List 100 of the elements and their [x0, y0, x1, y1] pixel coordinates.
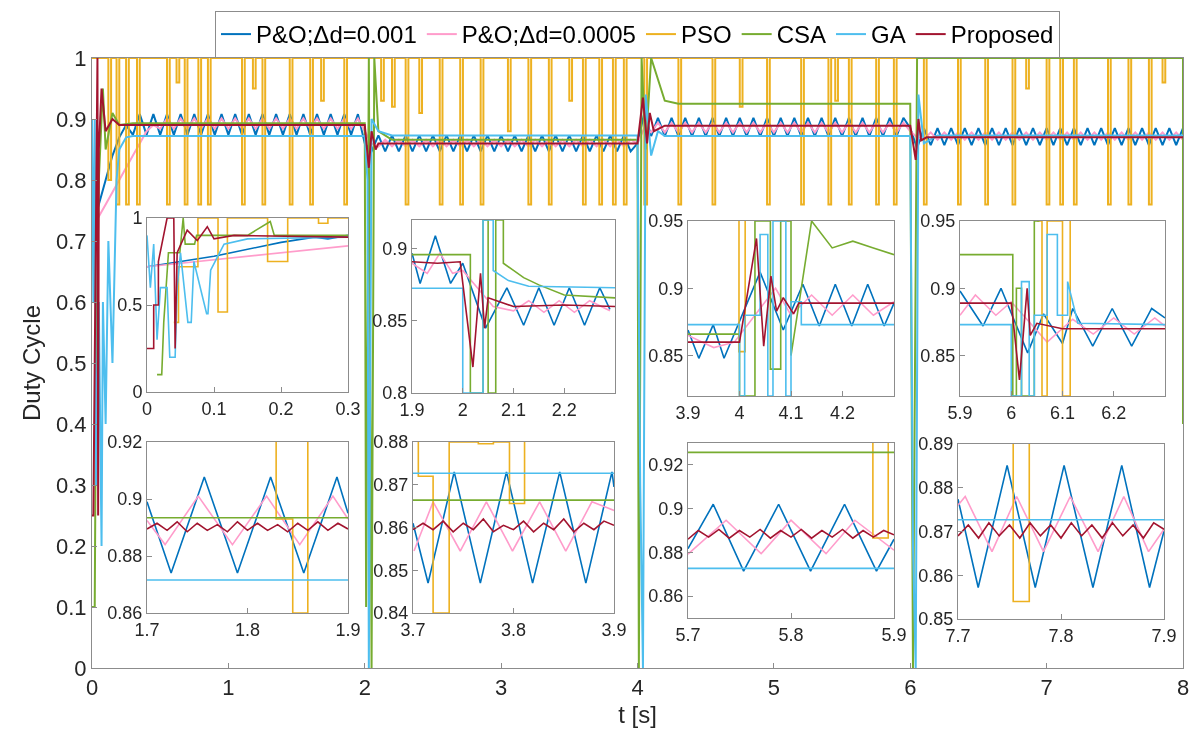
line-series — [688, 271, 894, 360]
x-tick-label: 3.9 — [675, 402, 701, 423]
line-series — [960, 233, 1165, 396]
x-tick-label: 0.3 — [335, 398, 361, 419]
y-tick-label: 0.4 — [56, 411, 87, 437]
line-series — [412, 235, 611, 329]
x-tick-label: 4.1 — [778, 402, 804, 423]
legend-label: GA — [871, 21, 906, 49]
y-tick-label: 0.85 — [648, 345, 684, 366]
y-tick-label: 0.5 — [56, 350, 87, 376]
y-tick-label: 0.92 — [107, 432, 143, 453]
legend-label: Proposed — [950, 21, 1054, 49]
y-tick-label: 0.9 — [658, 278, 684, 299]
legend-label: P&O;Δd=0.001 — [256, 21, 417, 49]
line-series — [412, 220, 615, 393]
x-tick-label: 7.8 — [1048, 625, 1074, 646]
y-tick-label: 0.89 — [918, 434, 954, 455]
x-tick-label: 4 — [631, 675, 644, 701]
line-series — [958, 521, 1164, 539]
x-tick-label: 6 — [1006, 402, 1017, 423]
legend-label: CSA — [776, 21, 827, 49]
x-tick-label: 3 — [495, 675, 508, 701]
y-tick-label: 0.9 — [117, 489, 143, 510]
line-series — [960, 287, 1165, 381]
x-tick-label: 7.9 — [1151, 625, 1177, 646]
y-tick-label: 0.86 — [918, 565, 954, 586]
x-tick-label: 0.1 — [201, 398, 227, 419]
line-series — [412, 261, 615, 368]
line-series — [958, 464, 1164, 589]
x-tick-label: 7 — [1040, 675, 1053, 701]
line-series — [960, 287, 1165, 354]
x-tick-label: 5.9 — [947, 402, 973, 423]
line-series — [147, 218, 348, 350]
x-tick-label: 4 — [734, 402, 745, 423]
line-series — [413, 518, 614, 533]
legend-label: P&O;Δd=0.0005 — [461, 21, 636, 49]
y-tick-label: 0.6 — [56, 289, 87, 315]
x-tick-label: 1 — [222, 675, 235, 701]
y-tick-label: 0.9 — [658, 498, 684, 519]
line-series — [156, 218, 348, 376]
y-tick-label: 0.2 — [56, 533, 87, 559]
y-tick-label: 0.86 — [373, 517, 409, 538]
y-tick-label: 0.86 — [648, 586, 684, 607]
y-tick-label: 0.87 — [918, 521, 954, 542]
line-series — [147, 495, 348, 546]
y-tick-label: 0.88 — [648, 542, 684, 563]
y-tick-label: 0.95 — [648, 211, 684, 232]
y-axis-title: Duty Cycle — [18, 304, 46, 422]
y-tick-label: 1 — [132, 208, 143, 229]
legend-label: PSO — [680, 21, 732, 49]
y-tick-label: 0.87 — [373, 475, 409, 496]
y-tick-label: 0.8 — [56, 167, 87, 193]
line-series — [688, 221, 894, 396]
y-tick-label: 0.85 — [920, 345, 956, 366]
line-series — [412, 252, 611, 314]
x-tick-label: 2.1 — [500, 399, 527, 420]
x-tick-label: 6.1 — [1049, 402, 1076, 423]
x-tick-label: 1.9 — [335, 619, 361, 640]
y-tick-label: 0 — [132, 382, 143, 403]
y-tick-label: 0.9 — [930, 278, 956, 299]
y-tick-label: 0 — [74, 655, 87, 681]
x-tick-label: 6 — [904, 675, 917, 701]
line-series — [688, 287, 894, 349]
x-tick-label: 0.2 — [268, 398, 294, 419]
x-axis-title: t [s] — [618, 700, 657, 728]
y-tick-label: 0.9 — [382, 239, 408, 260]
line-series — [147, 521, 348, 533]
x-tick-label: 3.9 — [601, 619, 627, 640]
y-tick-label: 0.5 — [117, 295, 143, 316]
line-series — [688, 237, 894, 347]
x-tick-label: 5 — [767, 675, 781, 701]
y-tick-label: 0.3 — [56, 472, 87, 498]
line-series — [688, 503, 894, 572]
x-tick-label: 2 — [358, 675, 371, 701]
line-series — [413, 471, 614, 584]
x-tick-label: 5.9 — [881, 624, 907, 645]
y-tick-label: 0.7 — [56, 228, 87, 254]
line-series — [147, 476, 348, 574]
x-tick-label: 2 — [457, 399, 468, 420]
x-tick-label: 6.2 — [1101, 402, 1127, 423]
x-tick-label: 5.7 — [675, 624, 701, 645]
x-tick-label: 2.2 — [551, 399, 577, 420]
y-tick-label: 1 — [74, 45, 87, 71]
line-series — [958, 495, 1164, 553]
y-tick-label: 0.95 — [920, 211, 956, 232]
y-tick-label: 0.1 — [56, 594, 87, 620]
line-series — [688, 528, 894, 541]
x-tick-label: 5.8 — [778, 624, 804, 645]
y-tick-label: 0.88 — [918, 478, 954, 499]
x-tick-label: 4.2 — [829, 402, 856, 423]
y-tick-label: 0.88 — [373, 432, 409, 453]
x-tick-label: 1.8 — [234, 619, 261, 640]
line-series — [92, 58, 1183, 517]
y-tick-label: 0.92 — [648, 455, 684, 476]
y-tick-label: 0.85 — [373, 560, 409, 581]
y-tick-label: 0.9 — [56, 106, 87, 132]
line-series — [688, 519, 894, 555]
y-tick-label: 0.88 — [107, 546, 143, 567]
x-tick-label: 3.8 — [500, 619, 527, 640]
line-series — [960, 294, 1165, 343]
